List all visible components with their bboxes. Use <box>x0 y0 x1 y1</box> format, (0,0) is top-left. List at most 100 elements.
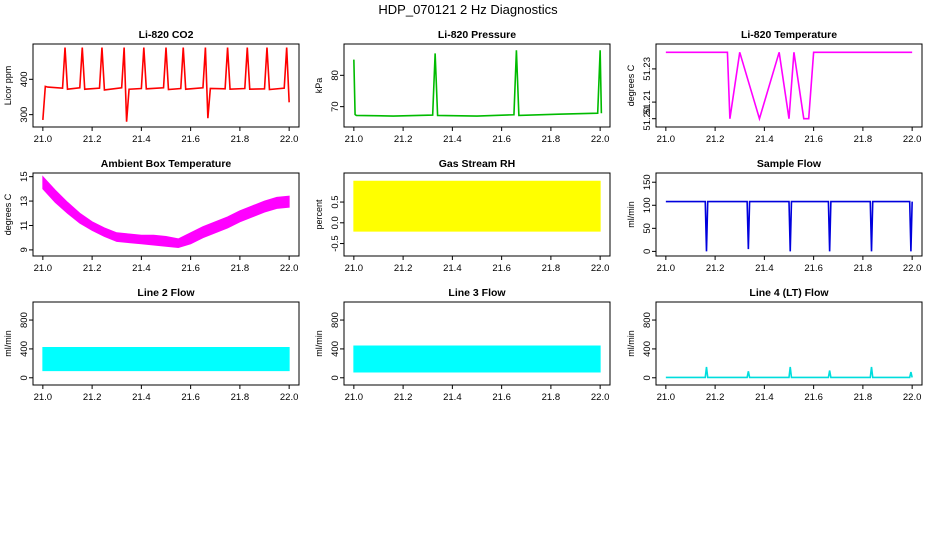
y-tick-label: 800 <box>19 312 30 328</box>
panel-title: Li-820 Temperature <box>741 29 837 41</box>
x-tick-label: 21.2 <box>394 263 413 274</box>
x-tick-label: 21.2 <box>394 134 413 145</box>
plot-frame <box>655 172 923 257</box>
panel-title: Ambient Box Temperature <box>101 158 232 170</box>
data-line <box>42 47 290 122</box>
x-tick-label: 21.8 <box>231 134 250 145</box>
y-tick-label: 400 <box>642 341 653 357</box>
plot-frame <box>655 301 923 386</box>
x-tick-label: 21.2 <box>706 263 725 274</box>
plot-frame <box>343 172 611 257</box>
x-tick-label: 21.4 <box>755 263 774 274</box>
y-tick-label: 51.23 <box>642 57 653 81</box>
y-tick-label: 100 <box>642 197 653 213</box>
x-tick-label: 21.4 <box>443 392 462 403</box>
panel-5: Sample Flow 21.0 21.2 21.4 21.6 21.8 22.0 0 50 10… <box>626 158 923 274</box>
x-tick-label: 21.4 <box>132 263 151 274</box>
y-tick-label: 400 <box>19 71 30 87</box>
x-tick-label: 21.0 <box>34 392 53 403</box>
y-tick-label: -0.5 <box>330 235 341 251</box>
x-tick-label: 22.0 <box>903 263 922 274</box>
y-tick-label: 9 <box>19 247 30 252</box>
panel-title: Line 3 Flow <box>448 287 506 299</box>
y-tick-label: 400 <box>330 341 341 357</box>
plot-frame <box>655 43 923 128</box>
plot-frame <box>343 301 611 386</box>
x-tick-label: 21.0 <box>345 392 364 403</box>
x-tick-label: 21.0 <box>657 263 676 274</box>
data-line <box>665 51 913 122</box>
data-band <box>353 180 601 232</box>
y-tick-label: 0 <box>330 375 341 380</box>
y-tick-label: 800 <box>642 312 653 328</box>
y-tick-label: 80 <box>330 70 341 81</box>
plot-frame <box>32 43 300 128</box>
x-tick-label: 21.2 <box>706 392 725 403</box>
panel-title: Li-820 CO2 <box>139 29 194 41</box>
x-tick-label: 21.8 <box>542 134 561 145</box>
y-tick-label: 150 <box>642 174 653 190</box>
x-tick-label: 21.6 <box>804 134 823 145</box>
panel-title: Gas Stream RH <box>439 158 515 170</box>
x-tick-label: 21.4 <box>755 392 774 403</box>
x-tick-label: 21.8 <box>231 263 250 274</box>
panel-2: Li-820 Temperature 21.0 21.2 21.4 21.6 21.8 22… <box>626 29 923 145</box>
x-tick-label: 21.4 <box>443 134 462 145</box>
y-tick-label: 15 <box>19 171 30 182</box>
plot-frame <box>32 172 300 257</box>
y-tick-label: 0 <box>19 375 30 380</box>
panel-1: Li-820 Pressure 21.0 21.2 21.4 21.6 21.8 22.0 7… <box>314 29 611 145</box>
y-axis-label: Licor ppm <box>3 66 13 106</box>
x-tick-label: 21.6 <box>492 392 511 403</box>
plot-frame <box>32 301 300 386</box>
x-tick-label: 21.4 <box>443 263 462 274</box>
y-tick-label: 0 <box>642 249 653 254</box>
x-tick-label: 21.2 <box>394 392 413 403</box>
data-band <box>42 175 290 248</box>
y-tick-label: 13 <box>19 196 30 207</box>
x-tick-label: 21.8 <box>231 392 250 403</box>
y-axis-label: kPa <box>314 78 324 94</box>
y-tick-label: 50 <box>642 223 653 234</box>
data-line <box>665 200 913 252</box>
x-tick-label: 22.0 <box>280 263 299 274</box>
y-tick-label: 70 <box>330 101 341 112</box>
x-tick-label: 21.0 <box>34 134 53 145</box>
panel-title: Line 2 Flow <box>137 287 195 299</box>
x-tick-label: 21.0 <box>345 134 364 145</box>
panel-8: Line 4 (LT) Flow 21.0 21.2 21.4 21.6 21.8 22.0… <box>626 287 923 403</box>
x-tick-label: 21.6 <box>804 392 823 403</box>
x-tick-label: 21.4 <box>755 134 774 145</box>
y-axis-label: percent <box>314 199 324 230</box>
y-tick-label: 11 <box>19 221 30 231</box>
x-tick-label: 21.6 <box>181 134 200 145</box>
data-line <box>353 50 603 117</box>
data-line <box>665 366 913 379</box>
x-tick-label: 21.6 <box>492 134 511 145</box>
y-tick-label: 0.5 <box>330 195 341 208</box>
x-tick-label: 21.2 <box>83 392 102 403</box>
panels: Li-820 CO2 21.0 21.2 21.4 21.6 21.8 22.0 300 400… <box>3 29 923 403</box>
x-tick-label: 21.2 <box>83 134 102 145</box>
panel-title: Sample Flow <box>757 158 822 170</box>
y-axis-label: ml/min <box>3 330 13 357</box>
x-tick-label: 21.8 <box>542 263 561 274</box>
x-tick-label: 21.6 <box>492 263 511 274</box>
x-tick-label: 21.6 <box>181 263 200 274</box>
y-tick-label: 51.21 <box>642 90 653 114</box>
x-tick-label: 22.0 <box>591 392 610 403</box>
x-tick-label: 21.6 <box>181 392 200 403</box>
x-tick-label: 21.4 <box>132 134 151 145</box>
y-tick-label: 51.20 <box>642 107 653 131</box>
y-tick-label: 800 <box>330 312 341 328</box>
y-axis-label: degrees C <box>3 193 13 235</box>
x-tick-label: 21.4 <box>132 392 151 403</box>
y-axis-label: ml/min <box>314 330 324 357</box>
x-tick-label: 22.0 <box>591 263 610 274</box>
x-tick-label: 22.0 <box>903 134 922 145</box>
panel-0: Li-820 CO2 21.0 21.2 21.4 21.6 21.8 22.0 300 400… <box>3 29 300 145</box>
x-tick-label: 21.2 <box>706 134 725 145</box>
y-axis-label: degrees C <box>626 64 636 106</box>
data-band <box>42 346 290 372</box>
